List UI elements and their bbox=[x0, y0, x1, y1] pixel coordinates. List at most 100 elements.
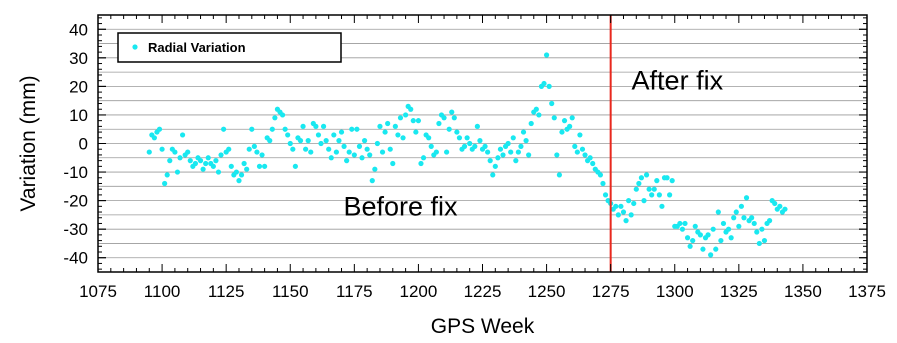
data-point bbox=[597, 172, 604, 178]
data-point bbox=[259, 152, 265, 158]
data-point bbox=[641, 198, 647, 204]
data-point bbox=[708, 252, 714, 258]
data-point bbox=[461, 143, 468, 149]
data-point bbox=[741, 215, 747, 221]
data-point bbox=[333, 149, 339, 155]
data-point bbox=[282, 126, 288, 132]
data-point bbox=[543, 52, 550, 58]
data-point bbox=[262, 163, 268, 169]
data-point bbox=[618, 203, 624, 209]
data-point bbox=[451, 115, 457, 121]
data-point bbox=[313, 123, 319, 129]
data-point bbox=[364, 146, 370, 152]
data-point bbox=[356, 143, 363, 149]
data-point bbox=[192, 160, 199, 167]
data-point bbox=[269, 126, 275, 132]
data-point bbox=[382, 129, 388, 135]
x-tick-label: 1300 bbox=[656, 282, 694, 301]
legend-box bbox=[117, 32, 342, 63]
data-point bbox=[390, 160, 396, 167]
data-point bbox=[272, 115, 278, 121]
x-tick-label: 1250 bbox=[528, 282, 566, 301]
data-point bbox=[285, 132, 291, 138]
x-tick-label: 1275 bbox=[592, 282, 630, 301]
data-point bbox=[687, 243, 693, 249]
data-point bbox=[287, 140, 293, 147]
data-point bbox=[249, 126, 255, 132]
data-point bbox=[628, 212, 634, 218]
data-point bbox=[244, 166, 250, 172]
data-point bbox=[454, 129, 460, 135]
data-point bbox=[759, 226, 765, 232]
x-tick-label: 1325 bbox=[720, 282, 758, 301]
data-point bbox=[346, 149, 352, 155]
data-point bbox=[777, 203, 783, 209]
data-point bbox=[164, 172, 170, 178]
data-point bbox=[636, 180, 642, 187]
data-point bbox=[408, 106, 414, 112]
data-point bbox=[464, 135, 470, 141]
x-tick-label: 1075 bbox=[79, 282, 117, 301]
data-point bbox=[572, 143, 578, 149]
data-point bbox=[305, 138, 311, 144]
x-tick-label: 1150 bbox=[272, 282, 309, 301]
data-point bbox=[185, 149, 191, 155]
data-point bbox=[725, 226, 732, 232]
data-point bbox=[395, 132, 401, 138]
data-point bbox=[456, 135, 463, 141]
x-tick-label: 1200 bbox=[400, 282, 438, 301]
data-point bbox=[736, 223, 742, 229]
y-tick-label: 30 bbox=[69, 49, 88, 68]
data-point bbox=[761, 237, 768, 244]
data-point bbox=[203, 160, 209, 167]
data-point bbox=[221, 126, 227, 132]
data-point bbox=[643, 172, 650, 178]
data-point bbox=[320, 123, 327, 129]
data-point bbox=[536, 112, 542, 118]
data-point bbox=[659, 203, 665, 209]
data-point bbox=[392, 123, 398, 129]
data-point bbox=[162, 180, 168, 187]
data-point bbox=[513, 158, 519, 164]
data-point bbox=[167, 158, 173, 164]
data-point bbox=[241, 160, 247, 167]
data-point bbox=[377, 123, 383, 129]
data-point bbox=[228, 163, 234, 169]
data-point bbox=[602, 192, 609, 198]
data-point bbox=[656, 192, 662, 198]
data-point bbox=[541, 80, 547, 87]
data-point bbox=[213, 158, 219, 164]
legend: Radial Variation bbox=[117, 32, 342, 63]
data-point bbox=[720, 220, 727, 227]
data-point bbox=[756, 240, 762, 247]
data-point bbox=[715, 209, 721, 215]
y-tick-labels: -40 -30 -20 -10 0 10 20 30 40 bbox=[63, 20, 88, 267]
data-point bbox=[505, 140, 511, 147]
data-point bbox=[336, 138, 342, 144]
data-point bbox=[372, 166, 378, 172]
data-point bbox=[713, 246, 719, 252]
data-point bbox=[523, 138, 529, 144]
data-point bbox=[318, 140, 324, 147]
before-fix-annotation: Before fix bbox=[343, 191, 458, 221]
data-point bbox=[387, 146, 393, 152]
data-point bbox=[415, 118, 422, 124]
y-axis-title: Variation (mm) bbox=[17, 75, 40, 211]
data-point bbox=[482, 143, 488, 149]
x-tick-label: 1125 bbox=[208, 282, 245, 301]
data-point bbox=[485, 149, 491, 155]
data-point bbox=[428, 143, 434, 149]
data-point bbox=[615, 212, 621, 218]
data-point bbox=[441, 115, 447, 121]
data-point bbox=[559, 129, 565, 135]
data-point bbox=[205, 155, 211, 161]
data-point bbox=[623, 218, 629, 224]
data-point bbox=[626, 198, 632, 204]
data-point bbox=[487, 158, 493, 164]
data-point bbox=[731, 215, 737, 221]
data-point bbox=[433, 149, 439, 155]
data-point bbox=[338, 129, 345, 135]
data-point bbox=[367, 152, 373, 158]
data-point bbox=[492, 163, 498, 169]
data-point bbox=[495, 155, 501, 161]
